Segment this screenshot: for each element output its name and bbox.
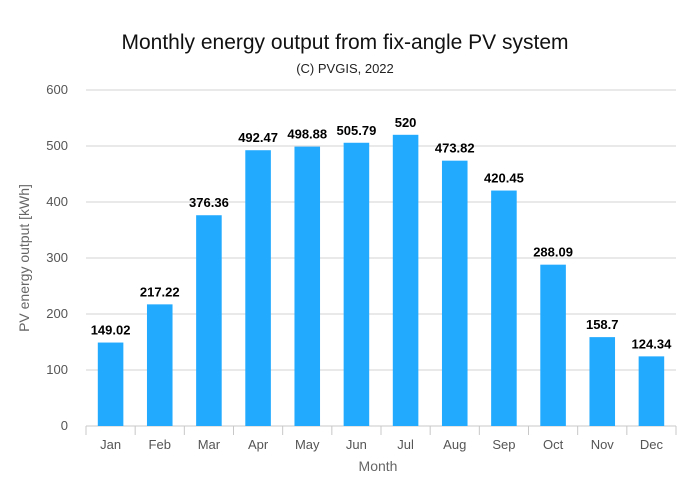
x-tick-label-apr: Apr	[248, 437, 269, 452]
x-tick-label-mar: Mar	[198, 437, 221, 452]
bar-jul	[392, 134, 419, 427]
gridlines	[85, 89, 677, 435]
data-label-jan: 149.02	[91, 323, 131, 338]
data-label-apr: 492.47	[238, 130, 278, 145]
bar-jun	[343, 142, 370, 426]
x-axis-ticks: Jan Feb Mar Apr May Jun Jul Aug Sep Oct Nov Dec	[100, 437, 663, 452]
x-tick-label-jan: Jan	[100, 437, 121, 452]
x-tick-label-dec: Dec	[640, 437, 664, 452]
bar-sep	[491, 190, 517, 426]
data-labels: 149.02 217.22 376.36 492.47 498.88 505.79 520 4…	[91, 115, 672, 352]
x-tick-label-aug: Aug	[443, 437, 466, 452]
data-label-aug: 473.82	[435, 141, 475, 156]
bar-apr	[245, 150, 271, 426]
data-label-jul: 520	[395, 115, 417, 130]
data-label-nov: 158.7	[586, 317, 619, 332]
y-tick-label: 300	[46, 250, 68, 265]
y-axis-ticks: 0 100 200 300 400 500 600	[46, 82, 68, 433]
x-tick-label-jul: Jul	[397, 437, 414, 452]
data-label-dec: 124.34	[632, 336, 673, 351]
x-tick-label-feb: Feb	[149, 437, 171, 452]
data-label-mar: 376.36	[189, 195, 229, 210]
data-label-jun: 505.79	[337, 123, 377, 138]
data-label-feb: 217.22	[140, 284, 180, 299]
y-tick-label: 100	[46, 362, 68, 377]
x-tick-label-sep: Sep	[492, 437, 515, 452]
x-tick-label-nov: Nov	[591, 437, 615, 452]
y-tick-label: 400	[46, 194, 68, 209]
x-axis-label: Month	[359, 458, 398, 474]
bar-nov	[589, 337, 616, 426]
y-tick-label: 600	[46, 82, 68, 97]
x-tick-label-jun: Jun	[346, 437, 367, 452]
bar-feb	[146, 304, 173, 426]
y-tick-label: 500	[46, 138, 68, 153]
chart-subtitle: (C) PVGIS, 2022	[296, 61, 394, 76]
data-label-sep: 420.45	[484, 171, 524, 186]
data-label-may: 498.88	[287, 127, 327, 142]
bar-jan	[97, 342, 124, 426]
bar-dec	[638, 356, 665, 426]
y-tick-label: 200	[46, 306, 68, 321]
data-label-oct: 288.09	[533, 245, 573, 260]
bar-oct	[540, 264, 566, 426]
y-tick-label: 0	[61, 418, 68, 433]
y-axis-label: PV energy output [kWh]	[16, 184, 32, 332]
bar-aug	[441, 160, 468, 426]
x-tick-label-oct: Oct	[543, 437, 564, 452]
bar-may	[294, 146, 321, 426]
bar-mar	[196, 215, 222, 426]
bars	[97, 134, 665, 427]
x-tick-label-may: May	[295, 437, 320, 452]
chart-title: Monthly energy output from fix-angle PV …	[121, 31, 568, 54]
